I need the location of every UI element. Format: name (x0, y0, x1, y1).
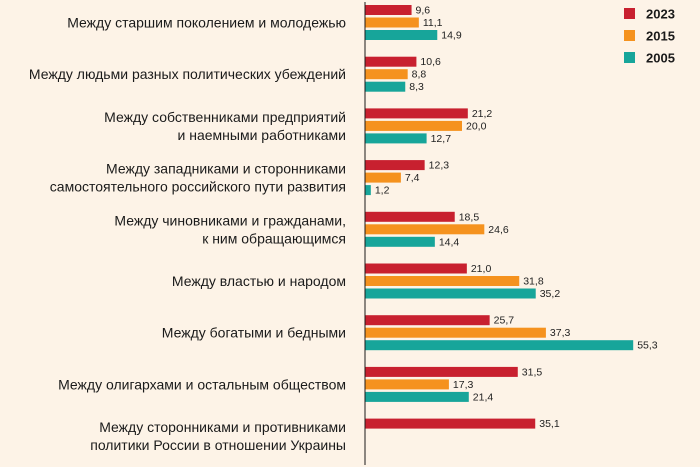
bar-cat-2-2015 (365, 69, 408, 80)
value-label-cat-4-2015: 7,4 (405, 172, 420, 184)
bar-cat-2-2005 (365, 81, 406, 92)
bar-cat-4-2015 (365, 172, 401, 183)
bar-cat-7-2015 (365, 327, 546, 338)
bar-cat-9-2023 (365, 418, 536, 429)
value-label-cat-5-2023: 18,5 (459, 211, 480, 223)
bar-cat-5-2005 (365, 236, 435, 247)
bar-cat-5-2023 (365, 211, 455, 222)
bar-cat-3-2005 (365, 133, 427, 144)
bar-cat-1-2015 (365, 17, 419, 28)
value-label-cat-7-2023: 25,7 (494, 315, 515, 327)
legend: 2023 2015 2005 (624, 7, 675, 66)
legend-swatch-2005 (624, 52, 635, 63)
value-label-cat-4-2023: 12,3 (429, 160, 450, 172)
value-label-cat-2-2005: 8,3 (409, 81, 424, 93)
value-label-cat-7-2015: 37,3 (550, 327, 571, 339)
bar-cat-6-2005 (365, 288, 536, 299)
legend-swatch-2015 (624, 30, 635, 41)
value-label-cat-4-2005: 1,2 (375, 185, 390, 197)
category-label-2-line-1: Между людьми разных политических убежден… (29, 66, 346, 82)
category-label-1-line-1: Между старшим поколением и молодежью (67, 15, 346, 31)
category-label-4-line-2: самостоятельного российского пути развит… (50, 179, 346, 195)
bar-cat-1-2005 (365, 30, 438, 40)
value-label-cat-8-2015: 17,3 (453, 379, 474, 391)
bar-cat-8-2023 (365, 366, 518, 377)
category-label-3-line-2: и наемными работниками (178, 127, 346, 143)
value-label-cat-8-2023: 31,5 (522, 366, 543, 378)
value-label-cat-3-2023: 21,2 (472, 108, 493, 120)
value-label-cat-3-2015: 20,0 (466, 120, 487, 132)
value-label-cat-3-2005: 12,7 (431, 133, 452, 145)
category-label-7-line-1: Между богатыми и бедными (162, 325, 346, 341)
value-label-cat-1-2023: 9,6 (416, 5, 431, 17)
category-label-5-line-2: к ним обращающимся (202, 230, 346, 246)
bar-cat-1-2023 (365, 5, 412, 15)
value-label-cat-1-2005: 14,9 (441, 30, 462, 42)
bar-cat-8-2005 (365, 391, 469, 402)
value-label-cat-6-2005: 35,2 (540, 288, 561, 300)
value-label-cat-1-2015: 11,1 (423, 17, 443, 29)
bar-cat-4-2023 (365, 160, 425, 171)
value-label-cat-6-2015: 31,8 (523, 276, 544, 288)
category-label-5-line-1: Между чиновниками и гражданами, (114, 212, 346, 228)
bar-cat-4-2005 (365, 185, 371, 196)
legend-label-2023: 2023 (646, 7, 675, 22)
bar-cat-7-2005 (365, 340, 634, 351)
bar-cat-6-2015 (365, 276, 520, 286)
value-label-cat-6-2023: 21,0 (471, 263, 492, 275)
bar-cat-2-2023 (365, 56, 417, 67)
category-label-6-line-1: Между властью и народом (172, 273, 346, 289)
bar-cat-7-2023 (365, 315, 490, 326)
bar-cat-3-2023 (365, 108, 468, 119)
legend-label-2015: 2015 (646, 29, 675, 44)
labels-layer: Между старшим поколением и молодежью9,61… (29, 5, 658, 454)
value-label-cat-5-2015: 24,6 (488, 224, 509, 236)
value-label-cat-8-2005: 21,4 (473, 391, 494, 403)
bar-cat-8-2015 (365, 379, 449, 390)
value-label-cat-2-2023: 10,6 (420, 56, 441, 68)
category-label-9-line-2: политики России в отношении Украины (90, 437, 346, 453)
category-label-3-line-1: Между собственниками предприятий (104, 109, 346, 125)
value-label-cat-5-2005: 14,4 (439, 236, 460, 248)
bar-cat-5-2015 (365, 224, 485, 235)
value-label-cat-9-2023: 35,1 (539, 418, 560, 430)
value-label-cat-2-2015: 8,8 (412, 69, 427, 81)
bar-cat-6-2023 (365, 263, 467, 274)
bar-cat-3-2015 (365, 120, 462, 131)
legend-swatch-2023 (624, 8, 635, 19)
category-label-8-line-1: Между олигархами и остальным обществом (58, 376, 346, 392)
bars-layer (365, 5, 634, 429)
legend-label-2005: 2005 (646, 51, 675, 66)
value-label-cat-7-2005: 55,3 (637, 340, 658, 352)
category-label-9-line-1: Между сторонниками и противниками (99, 419, 346, 435)
category-label-4-line-1: Между западниками и сторонниками (106, 161, 346, 177)
